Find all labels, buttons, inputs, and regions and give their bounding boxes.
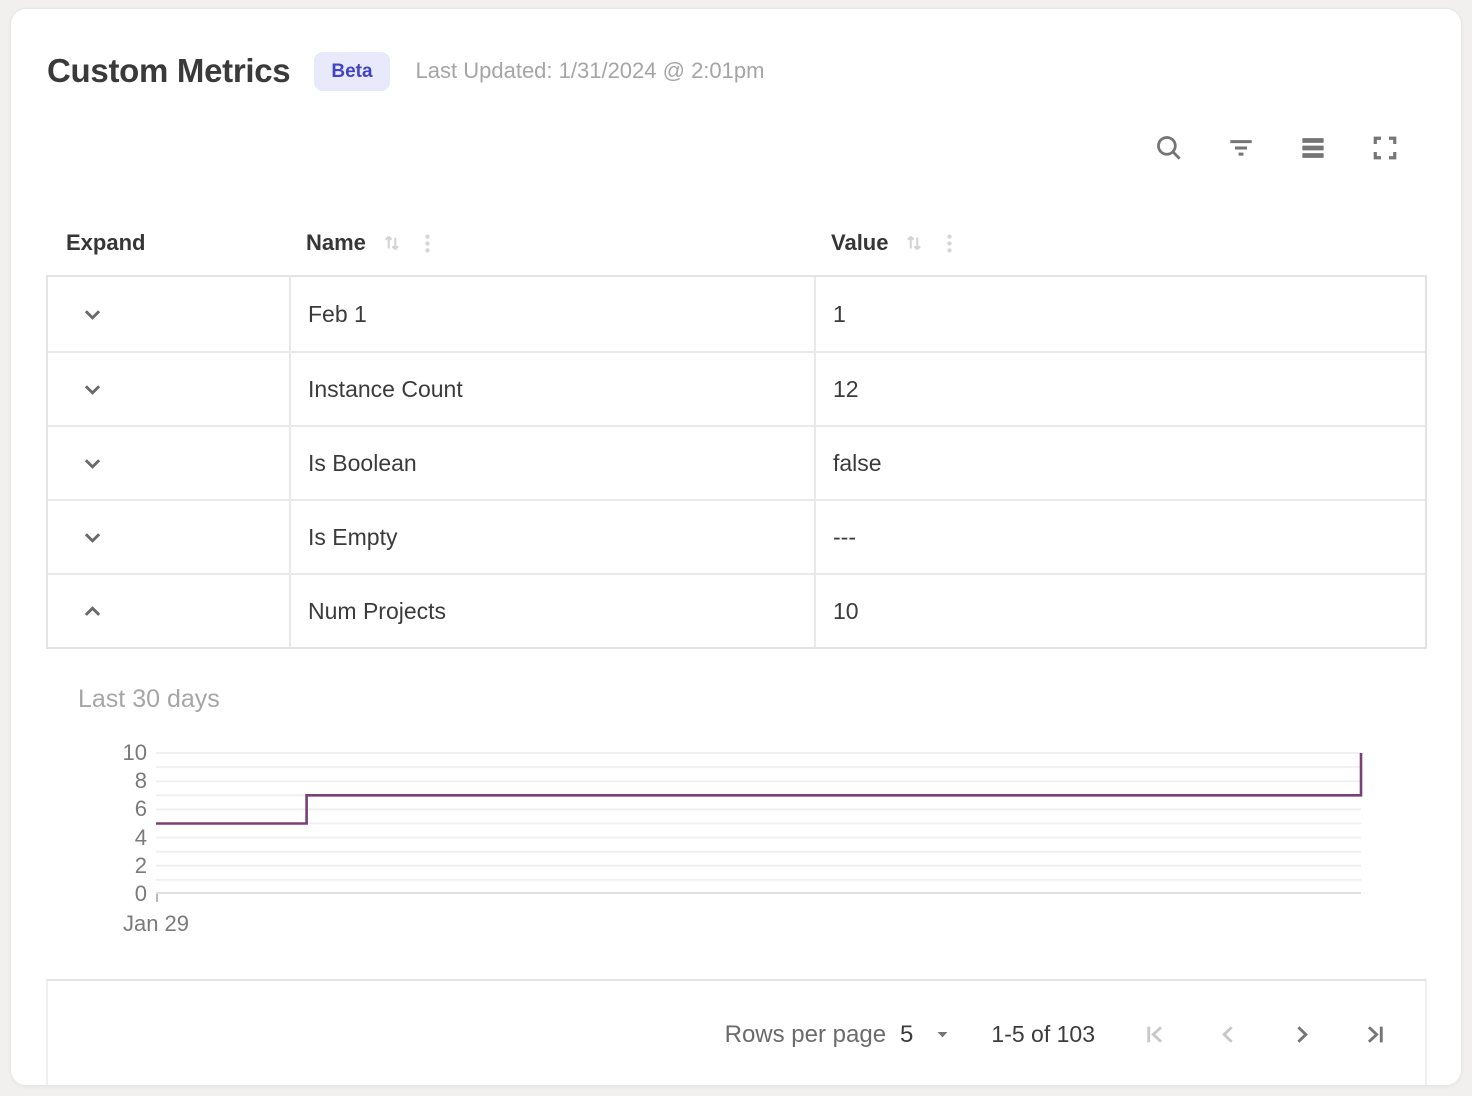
previous-page-button[interactable] xyxy=(1214,1020,1243,1049)
fullscreen-icon xyxy=(1373,136,1397,160)
filter-icon xyxy=(1230,140,1252,156)
column-menu-icon[interactable] xyxy=(937,231,962,256)
search-icon xyxy=(1157,136,1181,160)
value-cell: 1 xyxy=(814,277,1425,351)
metric-name: Is Boolean xyxy=(308,449,417,476)
expand-row-button[interactable] xyxy=(78,375,107,404)
rows-per-page-value: 5 xyxy=(900,1020,914,1048)
expand-cell xyxy=(48,427,289,499)
beta-badge: Beta xyxy=(314,51,390,91)
chevron-down-icon xyxy=(84,532,101,543)
expand-row-button[interactable] xyxy=(78,449,107,478)
metric-name: Num Projects xyxy=(308,597,447,624)
table-row: Feb 1 1 xyxy=(48,277,1425,351)
rows-per-page-select[interactable]: 5 xyxy=(900,1021,951,1049)
metric-name: Is Empty xyxy=(308,523,398,550)
table-row: Instance Count 12 xyxy=(48,351,1425,425)
page-title: Custom Metrics xyxy=(47,52,291,89)
chart-title: Last 30 days xyxy=(78,685,220,713)
pager-controls xyxy=(1141,1020,1389,1049)
y-axis-tick-label: 4 xyxy=(134,824,147,850)
metric-value: 10 xyxy=(833,597,859,624)
y-axis-tick-label: 8 xyxy=(134,768,147,794)
card-header: Custom Metrics Beta Last Updated: 1/31/2… xyxy=(11,9,1461,95)
chevron-down-icon xyxy=(84,384,101,395)
chevron-down-icon xyxy=(84,458,101,469)
chevron-right-icon xyxy=(1297,1026,1308,1043)
last-page-icon xyxy=(1367,1026,1383,1043)
expand-cell xyxy=(48,501,289,573)
table-row: Is Empty --- xyxy=(48,499,1425,573)
name-cell: Is Empty xyxy=(289,501,814,573)
value-cell: 12 xyxy=(814,353,1425,425)
rows-per-page-label: Rows per page xyxy=(724,1020,887,1048)
chevron-up-icon xyxy=(84,605,101,616)
table-row: Is Boolean false xyxy=(48,425,1425,499)
column-label-expand: Expand xyxy=(66,230,146,255)
name-cell: Instance Count xyxy=(289,353,814,425)
y-axis-tick-label: 2 xyxy=(134,852,147,878)
chevron-left-icon xyxy=(1222,1026,1233,1043)
row-density-icon xyxy=(1302,138,1324,158)
metric-value: 12 xyxy=(833,375,859,402)
name-cell: Feb 1 xyxy=(289,277,814,351)
value-cell: false xyxy=(814,427,1425,499)
pagination-footer: Rows per page 5 1-5 of 103 xyxy=(46,979,1427,1085)
column-header-name[interactable]: Name xyxy=(289,230,814,256)
fullscreen-button[interactable] xyxy=(1369,132,1401,164)
pagination-range-label: 1-5 of 103 xyxy=(991,1021,1095,1047)
y-axis-labels: 0 2 4 6 8 10 xyxy=(76,740,156,906)
table-toolbar xyxy=(11,131,1461,165)
expand-cell xyxy=(48,353,289,425)
column-header-value[interactable]: Value xyxy=(814,230,1427,256)
expand-cell xyxy=(48,575,289,647)
column-label-value: Value xyxy=(831,230,889,255)
metric-value: --- xyxy=(833,523,856,550)
last-page-button[interactable] xyxy=(1360,1020,1389,1049)
table-row: Num Projects 10 xyxy=(48,573,1425,647)
next-page-button[interactable] xyxy=(1287,1020,1316,1049)
expand-row-button[interactable] xyxy=(78,597,107,626)
custom-metrics-card: Custom Metrics Beta Last Updated: 1/31/2… xyxy=(10,8,1462,1086)
table-body: Feb 1 1 Instance Count xyxy=(46,275,1427,649)
y-axis-tick-label: 10 xyxy=(122,740,147,765)
metric-name: Feb 1 xyxy=(308,300,367,327)
row-density-button[interactable] xyxy=(1297,132,1329,164)
column-menu-icon[interactable] xyxy=(415,231,440,256)
name-cell: Is Boolean xyxy=(289,427,814,499)
series-line xyxy=(156,753,1363,825)
y-axis-tick-label: 0 xyxy=(134,881,147,906)
chart: 0 2 4 6 8 10 xyxy=(76,740,1363,906)
x-axis-tick-label: Jan 29 xyxy=(122,911,190,936)
sort-icon[interactable] xyxy=(379,230,405,256)
value-cell: 10 xyxy=(814,575,1425,647)
expand-cell xyxy=(48,277,289,351)
name-cell: Num Projects xyxy=(289,575,814,647)
metric-value: false xyxy=(833,449,882,476)
filter-button[interactable] xyxy=(1225,132,1257,164)
y-axis-tick-label: 6 xyxy=(134,796,147,822)
column-header-expand: Expand xyxy=(46,230,289,256)
metric-name: Instance Count xyxy=(308,375,463,402)
column-label-name: Name xyxy=(306,230,366,255)
last-updated-text: Last Updated: 1/31/2024 @ 2:01pm xyxy=(415,58,765,83)
row-detail-panel: Last 30 days 0 2 4 6 8 10 Jan 29 xyxy=(11,649,1461,979)
step-line-chart xyxy=(156,752,1363,902)
expand-row-button[interactable] xyxy=(78,523,107,552)
chevron-down-icon xyxy=(84,309,101,320)
caret-down-icon xyxy=(937,1032,948,1038)
value-cell: --- xyxy=(814,501,1425,573)
first-page-button[interactable] xyxy=(1141,1020,1170,1049)
search-button[interactable] xyxy=(1153,132,1185,164)
expand-row-button[interactable] xyxy=(78,300,107,329)
table-column-headers: Expand Name Value xyxy=(46,211,1427,275)
sort-icon[interactable] xyxy=(901,230,927,256)
first-page-icon xyxy=(1147,1026,1163,1043)
metric-value: 1 xyxy=(833,300,846,327)
